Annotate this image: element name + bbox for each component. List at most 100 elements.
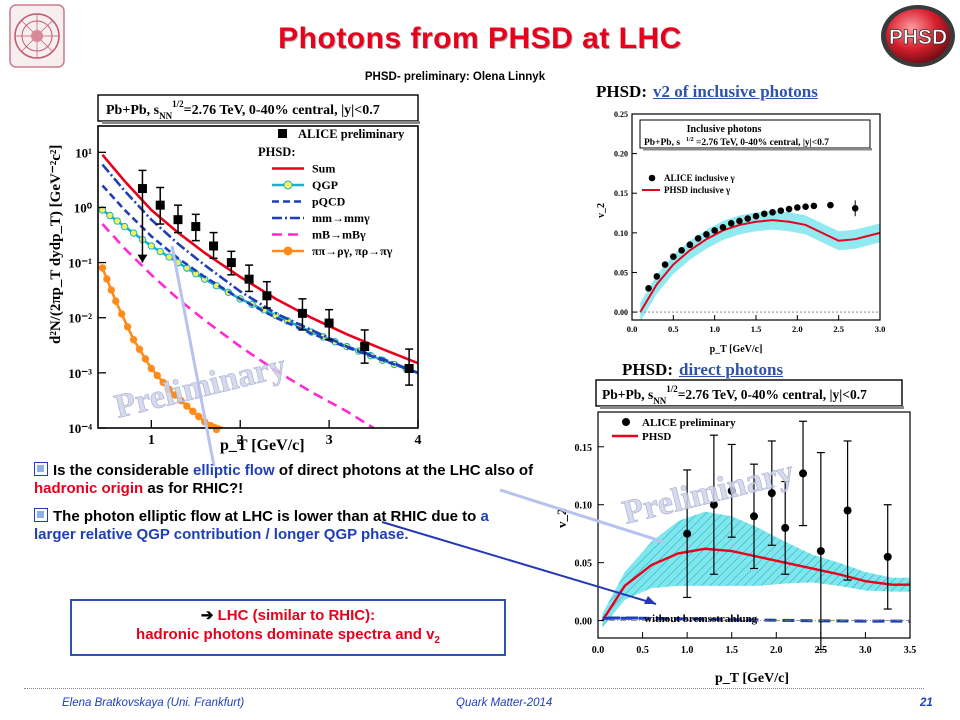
legend-label: ALICE preliminary — [642, 417, 736, 429]
alice-direct-point — [709, 500, 718, 509]
x-tick-label: 1.5 — [751, 324, 762, 334]
alice-inclusive-point — [802, 203, 809, 210]
footer-author: Elena Bratkovskaya (Uni. Frankfurt) — [62, 697, 245, 709]
alice-data-point — [244, 274, 254, 284]
series-marker — [112, 297, 120, 305]
bullet-2: The photon elliptic flow at LHC is lower… — [34, 508, 489, 543]
phsd-logo-text: PHSD — [889, 26, 947, 49]
conclusion-line-1: ➔ LHC (similar to RHIC): — [200, 607, 376, 624]
plot-collision-sup: 1/2 — [686, 137, 694, 143]
alice-inclusive-point — [752, 212, 760, 220]
x-tick-label: 2 — [237, 433, 244, 448]
phsd-logo: PHSD — [878, 2, 958, 70]
upper-limit-arrow — [137, 254, 148, 263]
legend-label: PHSD — [642, 431, 671, 443]
phsd-uncertainty-band — [640, 210, 880, 322]
alice-inclusive-point — [794, 204, 801, 211]
series-marker — [118, 310, 126, 318]
arrow-right-icon: ➔ — [200, 607, 214, 624]
y-tick-label: 0.00 — [614, 308, 628, 317]
y-tick-label: 10⁰ — [74, 200, 93, 215]
x-tick-label: 2.5 — [815, 645, 828, 656]
alice-direct-point — [883, 552, 892, 561]
y-tick-label: 10⁻⁴ — [68, 421, 92, 436]
y-axis-label: v_2 — [596, 203, 607, 218]
x-tick-label: 0.5 — [636, 645, 649, 656]
plot-collision-rest: =2.76 TeV, 0-40% central, |y|<0.7 — [696, 138, 829, 148]
x-axis-label: p_T [GeV/c] — [710, 344, 763, 355]
direct-photon-v2-plot: 0.0 0.5 1.0 1.5 2.0 2.5 3.0 3.5 0.00 0.05 0.10 0.15… — [554, 379, 916, 686]
collision-info-text: Pb+Pb, sNN1/2=2.76 TeV, 0-40% central, |… — [106, 99, 380, 121]
series-marker — [200, 418, 209, 426]
x-tick-label: 3.0 — [875, 324, 886, 334]
alice-data-point — [155, 200, 165, 210]
series-marker — [153, 371, 161, 380]
alice-direct-point — [799, 469, 808, 478]
x-tick-label: 2.5 — [833, 324, 844, 334]
conclusion-line-2: hadronic photons dominate spectra and v2 — [136, 626, 440, 646]
alice-inclusive-point — [760, 210, 768, 218]
y-tick-label: 0.05 — [614, 268, 628, 277]
right-top-heading: PHSD: v2 of inclusive photons — [596, 82, 818, 102]
alice-inclusive-point — [711, 227, 718, 234]
alice-data-point — [360, 342, 370, 352]
alice-inclusive-point — [719, 224, 727, 231]
series-marker — [129, 229, 138, 237]
title-box-shadow — [643, 148, 872, 151]
y-tick-label: 0.00 — [575, 617, 593, 628]
legend-label: QGP — [312, 178, 338, 192]
series-marker — [129, 335, 138, 344]
x-tick-label: 4 — [415, 433, 422, 448]
legend-marker-alice — [278, 129, 287, 138]
alice-inclusive-point — [703, 231, 710, 238]
series-marker — [98, 206, 107, 214]
legend-marker — [648, 174, 656, 182]
right-top-heading-text: v2 of inclusive photons — [653, 82, 818, 101]
series-marker — [165, 253, 173, 261]
series-marker — [106, 211, 114, 220]
alice-inclusive-point — [744, 215, 752, 222]
legend-title: PHSD: — [258, 145, 296, 159]
series-line-mb-mb- — [101, 223, 375, 430]
plot-frame — [97, 125, 419, 429]
x-tick-label: 0.0 — [627, 324, 638, 334]
legend-marker — [622, 418, 630, 426]
y-tick-label: 0.10 — [614, 229, 628, 238]
y-tick-label: 0.15 — [575, 443, 593, 454]
plot-title: Inclusive photons — [687, 124, 762, 135]
checkbox-bullet-icon — [34, 508, 48, 522]
alice-data-point — [262, 291, 272, 301]
alice-data-point — [226, 258, 236, 268]
legend-label: ππ→ργ, πρ→πγ — [312, 244, 393, 258]
alice-direct-point — [816, 547, 825, 556]
series-marker — [141, 355, 150, 363]
alice-inclusive-point — [645, 285, 652, 292]
series-line-sum — [101, 153, 419, 365]
series-marker — [120, 222, 129, 231]
x-tick-label: 1.0 — [709, 324, 720, 334]
y-tick-label: 0.05 — [575, 559, 593, 570]
footer-conference: Quark Matter-2014 — [456, 697, 553, 709]
right-bottom-heading-text: direct photons — [679, 360, 784, 379]
bullet-list: Is the considerable elliptic flow of dir… — [34, 462, 534, 554]
alice-inclusive-point — [670, 253, 677, 260]
legend-label: pQCD — [312, 195, 346, 209]
alice-data-point — [191, 222, 201, 232]
x-tick-label: 1 — [148, 433, 155, 448]
x-tick-label: 3 — [326, 433, 333, 448]
right-top-heading-label: PHSD: — [596, 82, 647, 101]
right-bottom-heading-label: PHSD: — [622, 360, 673, 379]
alice-inclusive-point — [810, 202, 818, 210]
phsd-inclusive-line — [639, 219, 881, 313]
legend-marker — [283, 180, 293, 190]
legend-marker — [283, 246, 293, 256]
alice-data-point — [404, 363, 414, 373]
alice-data-point — [297, 308, 307, 318]
series-marker — [98, 264, 107, 272]
x-tick-label: 1.5 — [725, 645, 738, 656]
inclusive-v2-plot: 0.0 0.5 1.0 1.5 2.0 2.5 3.0 0.00 0.05 0.10 0.15 0.2… — [596, 110, 886, 355]
y-tick-label: 10⁻³ — [68, 366, 92, 381]
x-tick-label: 2.0 — [792, 324, 803, 334]
series-line-mm-mm- — [101, 163, 419, 375]
alice-inclusive-point — [851, 204, 859, 212]
